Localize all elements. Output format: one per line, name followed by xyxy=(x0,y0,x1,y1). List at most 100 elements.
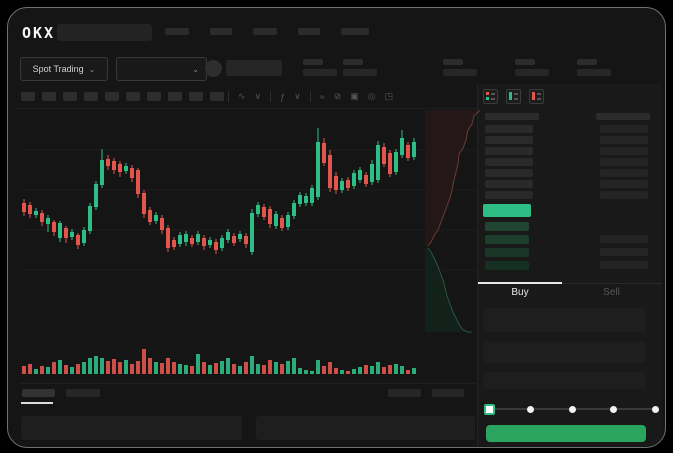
stat-label-bar xyxy=(303,69,337,76)
orderbook-view-switcher xyxy=(483,89,544,104)
timeframe-button-placeholder[interactable] xyxy=(168,92,182,101)
chart-bottom-divider xyxy=(20,383,476,384)
search-input[interactable] xyxy=(57,24,152,41)
orderbook-header-amount xyxy=(596,113,650,120)
toolbar-divider xyxy=(309,91,311,102)
slider-stop[interactable] xyxy=(651,405,659,413)
stat-label-bar xyxy=(515,69,549,76)
settings-icon[interactable]: ◎ xyxy=(367,91,376,101)
timeframe-button-placeholder[interactable] xyxy=(21,92,35,101)
ask-price-bar[interactable] xyxy=(485,136,533,144)
tab-sell[interactable]: Sell xyxy=(603,287,620,298)
market-stat-placeholder xyxy=(515,59,549,76)
timeframe-button-placeholder[interactable] xyxy=(147,92,161,101)
spot-trading-selector[interactable]: Spot Trading ⌄ xyxy=(20,57,108,81)
amount-field[interactable] xyxy=(483,342,646,363)
ask-amount-bar xyxy=(600,158,648,166)
bottom-panel-2 xyxy=(256,416,475,440)
ask-amount-bar xyxy=(600,125,648,133)
ask-amount-bar xyxy=(600,136,648,144)
timeframe-button-placeholder[interactable] xyxy=(126,92,140,101)
nav-item-placeholder[interactable] xyxy=(298,28,320,35)
price-chart[interactable] xyxy=(7,7,666,448)
bottom-action-placeholder-1[interactable] xyxy=(388,389,421,397)
nav-item-placeholder[interactable] xyxy=(210,28,232,35)
chevron-down-icon[interactable]: ∨ xyxy=(294,91,301,101)
bottom-panel-1 xyxy=(21,416,242,440)
chevron-down-icon[interactable]: ∨ xyxy=(254,91,262,101)
bid-price-bar[interactable] xyxy=(485,235,529,244)
timeframe-button-placeholder[interactable] xyxy=(210,92,224,101)
bid-price-bar[interactable] xyxy=(485,222,529,231)
ask-price-bar[interactable] xyxy=(485,147,533,155)
orderbook-view-both-icon[interactable] xyxy=(483,89,498,104)
pair-name-placeholder xyxy=(226,60,282,76)
market-stat-placeholder xyxy=(443,59,477,76)
app-stage: OKX Spot Trading ⌄ ⌄ ∿ ∨ ƒ ∨ ≈ ⊘ ▣ ◎ ◳ Buy Sell xyxy=(7,7,666,448)
bid-price-bar[interactable] xyxy=(485,261,529,270)
timeframe-button-placeholder[interactable] xyxy=(189,92,203,101)
timeframe-button-placeholder[interactable] xyxy=(63,92,77,101)
slider-stop[interactable] xyxy=(568,405,576,413)
ask-price-bar[interactable] xyxy=(485,158,533,166)
slider-handle[interactable] xyxy=(484,404,495,415)
timeframe-toolbar xyxy=(21,92,224,101)
draw-tool-icon[interactable]: ⊘ xyxy=(333,91,342,101)
orderbook-view-bids-icon[interactable] xyxy=(506,89,521,104)
ask-price-bar[interactable] xyxy=(485,180,533,188)
bottom-tab-active[interactable] xyxy=(22,389,55,397)
trade-tabs-border xyxy=(478,283,662,284)
bottom-action-placeholder-2[interactable] xyxy=(432,389,464,397)
camera-icon[interactable]: ▣ xyxy=(350,91,359,101)
fullscreen-icon[interactable]: ◳ xyxy=(384,91,394,101)
timeframe-button-placeholder[interactable] xyxy=(105,92,119,101)
tab-buy[interactable]: Buy xyxy=(511,287,529,298)
stat-value-bar xyxy=(303,59,323,65)
icon-line xyxy=(514,98,518,100)
icon-line xyxy=(514,93,518,95)
nav-item-placeholder[interactable] xyxy=(165,28,189,35)
volume-series xyxy=(22,349,416,374)
bottom-tab-inactive[interactable] xyxy=(66,389,100,397)
line-tool-icon[interactable]: ≈ xyxy=(319,91,325,102)
bid-amount-bar xyxy=(600,261,648,269)
bid-amount-bar xyxy=(600,235,648,243)
slider-stop[interactable] xyxy=(527,405,534,413)
ask-price-bar[interactable] xyxy=(485,191,533,199)
slider-stop[interactable] xyxy=(610,405,617,413)
orderbook-view-asks-icon[interactable] xyxy=(529,89,544,104)
timeframe-button-placeholder[interactable] xyxy=(84,92,98,101)
market-stat-placeholder xyxy=(303,59,337,76)
ask-bar xyxy=(532,92,535,100)
top-nav-menu xyxy=(165,28,369,35)
stat-label-bar xyxy=(443,69,477,76)
chart-type-icon[interactable]: ∿ xyxy=(238,91,246,101)
price-field[interactable] xyxy=(483,308,646,332)
bid-bar xyxy=(509,92,512,100)
chevron-down-icon: ⌄ xyxy=(88,64,96,74)
stat-value-bar xyxy=(443,59,463,65)
ask-price-bar[interactable] xyxy=(485,169,533,177)
okx-logo: OKX xyxy=(22,24,56,42)
chevron-down-icon: ⌄ xyxy=(192,64,199,74)
icon-line xyxy=(537,93,541,95)
nav-item-placeholder[interactable] xyxy=(341,28,369,35)
indicators-icon[interactable]: ƒ xyxy=(280,91,286,102)
coin-icon xyxy=(205,60,222,77)
total-field[interactable] xyxy=(483,372,646,389)
bid-amount-bar xyxy=(600,248,648,256)
ask-amount-bar xyxy=(600,180,648,188)
depth-chart xyxy=(425,109,481,333)
stat-value-bar xyxy=(515,59,535,65)
app-window: OKX Spot Trading ⌄ ⌄ ∿ ∨ ƒ ∨ ≈ ⊘ ▣ ◎ ◳ Buy Sell xyxy=(7,7,666,448)
ask-price-bar[interactable] xyxy=(485,125,533,133)
bid-price-bar[interactable] xyxy=(485,248,529,257)
stat-label-bar xyxy=(343,69,377,76)
stat-value-bar xyxy=(577,59,597,65)
timeframe-button-placeholder[interactable] xyxy=(42,92,56,101)
nav-item-placeholder[interactable] xyxy=(253,28,277,35)
market-stat-placeholder xyxy=(577,59,611,76)
ask-amount-bar xyxy=(600,191,648,199)
buy-submit-button[interactable] xyxy=(486,425,646,442)
last-price-bar[interactable] xyxy=(483,204,531,217)
